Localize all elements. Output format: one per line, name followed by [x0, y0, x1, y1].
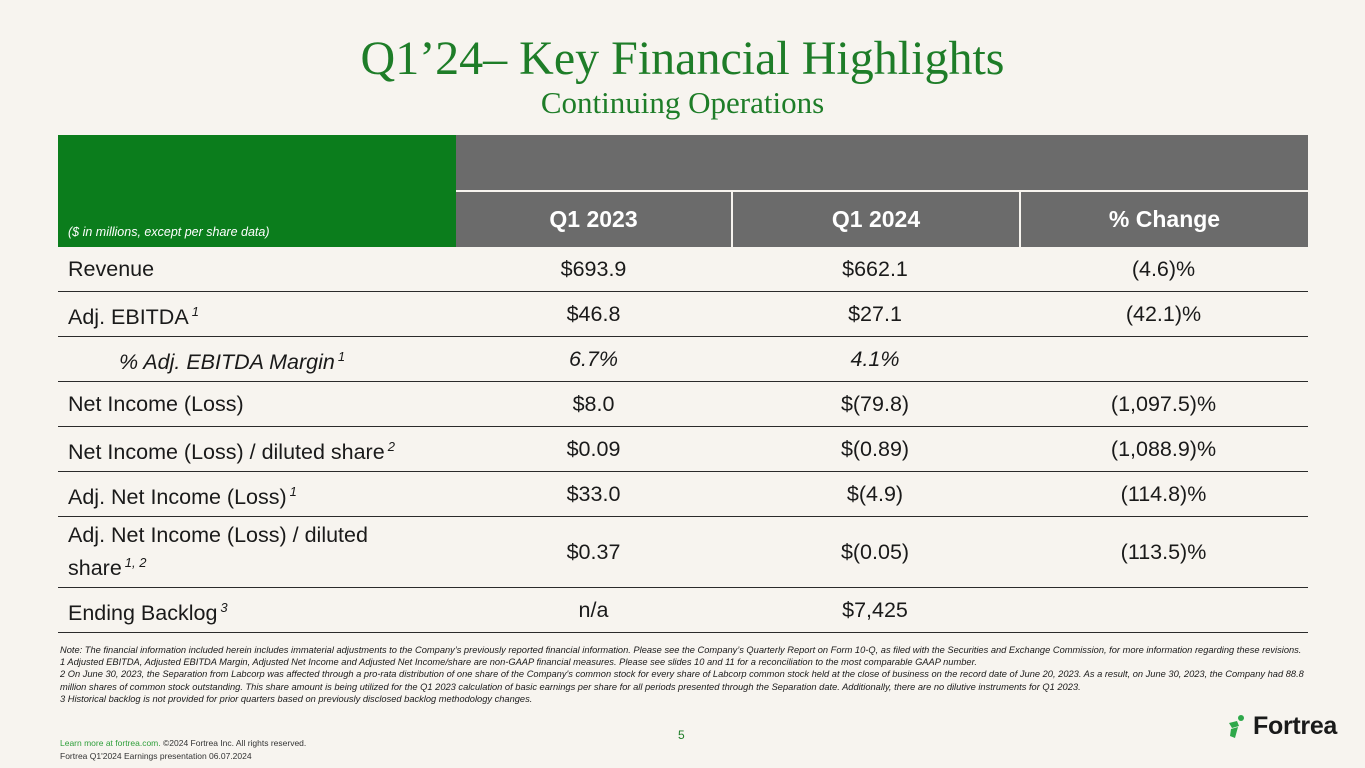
footnote-ref: 2 [387, 438, 395, 454]
footnote-ref: 1 [289, 483, 297, 499]
copyright-text: ©2024 Fortrea Inc. All rights reserved. [160, 738, 307, 748]
financial-highlights-table: ($ in millions, except per share data) Q… [58, 135, 1308, 633]
cell-q1-2023: $0.37 [566, 539, 621, 564]
footnote-ref: 1 [337, 348, 346, 364]
cell-q1-2024: 4.1% [850, 346, 900, 371]
cell-q1-2023: $33.0 [566, 481, 621, 506]
header-spacer-band [456, 135, 1308, 190]
footnote-general: Note: The financial information included… [60, 645, 1302, 655]
cell-q1-2024: $27.1 [848, 301, 902, 326]
table-header: ($ in millions, except per share data) Q… [58, 135, 1308, 247]
cell-change: (1,088.9)% [1110, 436, 1217, 461]
table-row: Adj. EBITDA 1 $46.8 $27.1 (42.1)% [58, 292, 1308, 337]
table-row: Ending Backlog 3 n/a $7,425 [58, 588, 1308, 633]
cell-change: (4.6)% [1131, 256, 1196, 281]
units-note: ($ in millions, except per share data) [68, 225, 270, 239]
table-row: Net Income (Loss) $8.0 $(79.8) (1,097.5)… [58, 382, 1308, 427]
footnote-2: 2 On June 30, 2023, the Separation from … [60, 669, 1304, 692]
row-label: Net Income (Loss) [68, 391, 244, 416]
row-label: Adj. Net Income (Loss) 1 [68, 483, 297, 509]
fortrea-link[interactable]: Learn more at fortrea.com. [60, 738, 161, 748]
row-label: Ending Backlog 3 [68, 599, 228, 625]
table-row: % Adj. EBITDA Margin 1 6.7% 4.1% [58, 337, 1308, 382]
table-row: Adj. Net Income (Loss) / diluted share 1,… [58, 517, 1308, 588]
units-header-cell: ($ in millions, except per share data) [58, 135, 456, 247]
cell-q1-2023: $46.8 [566, 301, 621, 326]
row-label: Adj. EBITDA 1 [68, 303, 199, 329]
slide-title: Q1’24– Key Financial Highlights [360, 32, 1005, 85]
row-label: Revenue [68, 256, 155, 281]
cell-change: (114.8)% [1120, 481, 1207, 506]
cell-q1-2024: $(79.8) [840, 391, 910, 416]
fortrea-wordmark: Fortrea [1253, 712, 1338, 740]
footer-presentation: Fortrea Q1'2024 Earnings presentation 06… [60, 751, 252, 761]
cell-q1-2024: $662.1 [842, 256, 908, 281]
table-row: Net Income (Loss) / diluted share 2 $0.09… [58, 427, 1308, 472]
row-label: % Adj. EBITDA Margin 1 [119, 348, 346, 374]
cell-q1-2024: $7,425 [842, 597, 908, 622]
footer-copyright: Learn more at fortrea.com. ©2024 Fortrea… [60, 738, 306, 748]
column-header-q1-2024: Q1 2024 [731, 192, 1019, 247]
column-header-change: % Change [1019, 192, 1308, 247]
footnote-ref: 3 [220, 599, 228, 615]
row-label: Adj. Net Income (Loss) / diluted share 1,… [68, 523, 368, 580]
footnotes: Note: The financial information included… [60, 644, 1310, 705]
cell-q1-2024: $(4.9) [846, 481, 904, 506]
page-number: 5 [678, 728, 685, 742]
cell-q1-2023: $693.9 [560, 256, 627, 281]
cell-q1-2023: $8.0 [572, 391, 615, 416]
cell-q1-2024: $(0.89) [840, 436, 910, 461]
footnote-3: 3 Historical backlog is not provided for… [60, 693, 533, 704]
table-row: Adj. Net Income (Loss) 1 $33.0 $(4.9) (11… [58, 472, 1308, 517]
cell-q1-2023: $0.09 [566, 436, 621, 461]
fortrea-logo: Fortrea [1226, 712, 1337, 741]
cell-change: (42.1)% [1125, 301, 1202, 326]
column-headers: Q1 2023 Q1 2024 % Change [456, 192, 1308, 247]
cell-change: (1,097.5)% [1110, 391, 1217, 416]
slide-subtitle: Continuing Operations [540, 85, 825, 120]
cell-change: (113.5)% [1120, 539, 1207, 564]
footnote-1: 1 Adjusted EBITDA, Adjusted EBITDA Margi… [60, 657, 977, 668]
fortrea-leaf-icon [1229, 714, 1244, 738]
column-header-q1-2023: Q1 2023 [456, 192, 731, 247]
table-row: Revenue $693.9 $662.1 (4.6)% [58, 247, 1308, 292]
row-label: Net Income (Loss) / diluted share 2 [68, 438, 395, 464]
footnote-ref: 1, 2 [124, 555, 147, 570]
cell-q1-2023: n/a [578, 597, 609, 622]
cell-q1-2024: $(0.05) [840, 539, 910, 564]
footnote-ref: 1 [191, 303, 199, 319]
cell-q1-2023: 6.7% [568, 346, 618, 371]
